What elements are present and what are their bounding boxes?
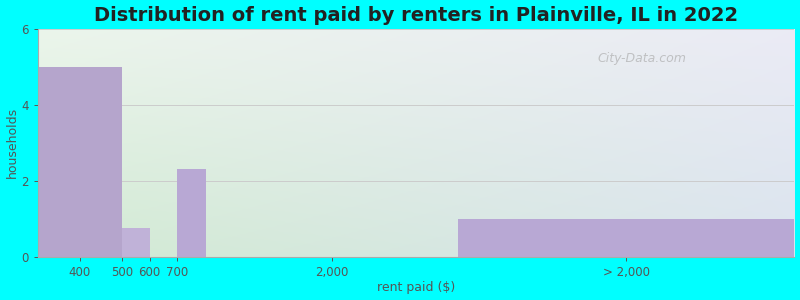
Bar xyxy=(458,219,794,256)
Title: Distribution of rent paid by renters in Plainville, IL in 2022: Distribution of rent paid by renters in … xyxy=(94,6,738,25)
Bar xyxy=(178,169,206,256)
Bar xyxy=(122,228,150,256)
Bar xyxy=(38,67,122,256)
Y-axis label: households: households xyxy=(6,107,18,178)
X-axis label: rent paid ($): rent paid ($) xyxy=(377,281,455,294)
Text: City-Data.com: City-Data.com xyxy=(598,52,686,65)
